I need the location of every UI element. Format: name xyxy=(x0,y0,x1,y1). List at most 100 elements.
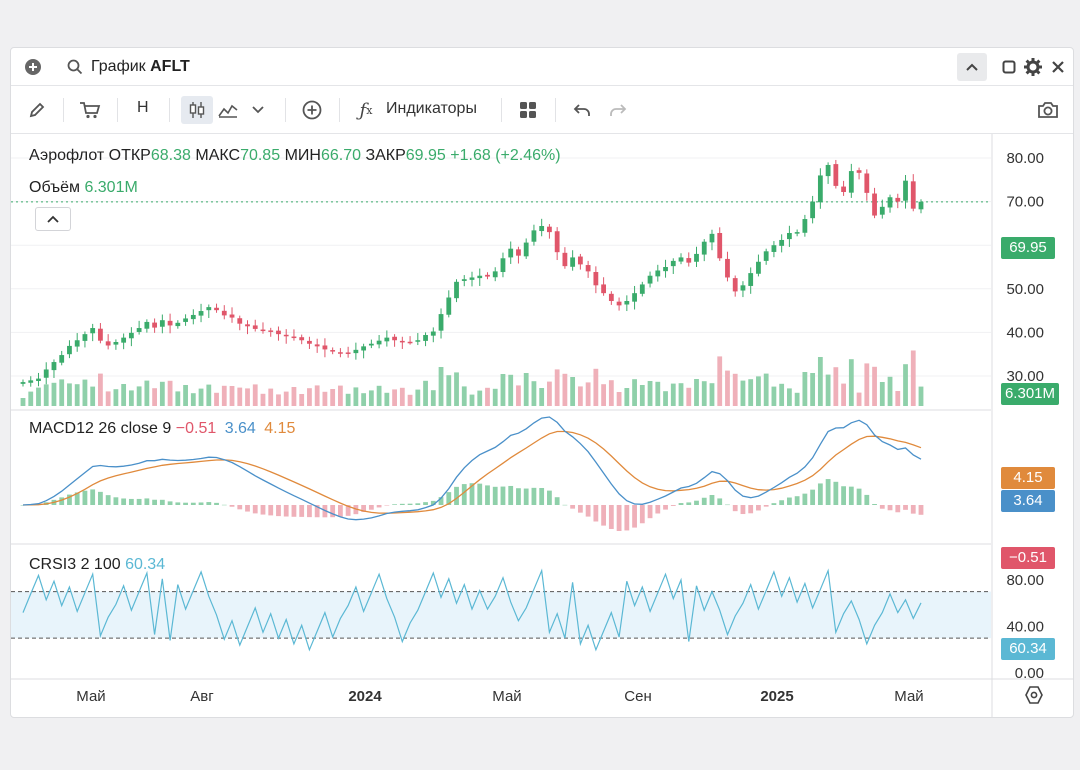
candle-body xyxy=(601,284,607,294)
candle-body xyxy=(848,171,854,193)
macd-histogram-bar xyxy=(740,505,746,515)
candle-body xyxy=(678,257,684,262)
chart-canvas[interactable]: 80.0070.0060.0050.0040.0030.000.0080.004… xyxy=(11,134,1074,718)
volume-bar xyxy=(763,373,769,406)
add-circle-icon[interactable] xyxy=(23,57,43,77)
window-title[interactable]: График AFLT xyxy=(91,58,190,76)
candle-body xyxy=(694,253,699,262)
camera-icon[interactable] xyxy=(1035,98,1061,122)
macd-value-tag: 3.64 xyxy=(1001,490,1055,512)
macd-histogram-bar xyxy=(376,505,382,508)
price-last-tag: 69.95 xyxy=(1001,237,1055,259)
candle-body xyxy=(485,274,490,277)
volume-bar xyxy=(500,374,506,406)
time-axis-label: Сен xyxy=(624,688,651,705)
macd-histogram-bar xyxy=(848,486,854,505)
crsi-band xyxy=(11,591,991,639)
candle-body xyxy=(523,242,529,257)
volume-bar xyxy=(655,381,661,406)
high-value: 70.85 xyxy=(240,147,281,164)
chart-area[interactable]: 80.0070.0060.0050.0040.0030.000.0080.004… xyxy=(11,134,1074,718)
volume-bar xyxy=(848,359,854,406)
cart-icon[interactable] xyxy=(77,99,103,121)
macd-histogram-bar xyxy=(90,489,96,505)
macd-histogram-bar xyxy=(756,505,761,511)
volume-bar xyxy=(554,369,560,406)
volume-bar xyxy=(577,386,583,406)
candle-body xyxy=(717,232,723,259)
volume-bar xyxy=(276,394,281,406)
undo-icon[interactable] xyxy=(571,99,593,121)
macd-histogram-bar xyxy=(190,502,196,505)
gear-icon[interactable] xyxy=(1023,57,1043,77)
volume-bar xyxy=(771,386,777,406)
volume-bar xyxy=(152,388,158,406)
candle-body xyxy=(469,277,475,280)
macd-histogram-bar xyxy=(198,502,204,505)
crsi-tick-label: 0.00 xyxy=(1015,665,1044,682)
maximize-icon[interactable] xyxy=(999,57,1019,77)
pencil-icon[interactable] xyxy=(25,99,49,121)
candle-body xyxy=(879,206,885,215)
title-ticker: AFLT xyxy=(150,58,190,75)
volume-bar xyxy=(570,377,576,406)
macd-histogram-bar xyxy=(717,498,723,505)
candle-body xyxy=(492,271,498,278)
volume-bar xyxy=(415,389,421,406)
candle-body xyxy=(144,321,150,329)
candle-body xyxy=(237,318,243,324)
volume-bar xyxy=(198,388,204,406)
candle-body xyxy=(670,260,676,267)
indicators-button[interactable]: Индикаторы xyxy=(386,100,477,117)
candle-body xyxy=(547,226,552,233)
candle-body xyxy=(748,273,754,286)
volume-bar xyxy=(229,386,235,406)
candle-body xyxy=(725,258,730,278)
macd-histogram-bar xyxy=(856,488,862,505)
candle-body xyxy=(330,350,336,352)
add-indicator-icon[interactable] xyxy=(300,98,324,122)
close-icon[interactable] xyxy=(1048,57,1068,77)
volume-bar xyxy=(82,379,88,406)
volume-bar xyxy=(779,383,785,406)
macd-histogram-bar xyxy=(291,505,297,517)
settings-hexagon-icon[interactable] xyxy=(1021,683,1047,707)
candle-body xyxy=(756,261,761,274)
candle-body xyxy=(345,352,351,354)
macd-histogram-bar xyxy=(105,495,111,505)
volume-last-tag: 6.301M xyxy=(1001,383,1059,405)
volume-bar xyxy=(59,379,65,406)
volume-bar xyxy=(206,384,212,406)
candle-body xyxy=(616,301,622,306)
volume-bar xyxy=(368,390,374,406)
macd-histogram-bar xyxy=(639,505,645,524)
search-icon[interactable] xyxy=(65,57,85,77)
macd-histogram-bar xyxy=(632,505,637,528)
time-axis-label: Май xyxy=(76,688,105,705)
collapse-legend-button[interactable] xyxy=(35,207,71,231)
candle-body xyxy=(887,197,893,208)
macd-histogram-bar xyxy=(430,500,436,505)
area-chart-icon[interactable] xyxy=(217,99,239,121)
chevron-down-icon[interactable] xyxy=(249,99,267,121)
macd-histogram-bar xyxy=(345,505,351,516)
collapse-button[interactable] xyxy=(957,53,987,81)
layout-grid-icon[interactable] xyxy=(517,99,539,121)
macd-histogram-bar xyxy=(121,498,127,505)
candle-body xyxy=(36,378,41,382)
volume-bar xyxy=(190,393,196,406)
macd-histogram-bar xyxy=(841,486,846,505)
volume-bar xyxy=(423,380,428,406)
candle-body xyxy=(51,362,57,371)
candle-body xyxy=(260,329,266,332)
macd-signal-tag: 4.15 xyxy=(1001,467,1055,489)
macd-histogram-bar xyxy=(74,492,80,505)
timeframe-button[interactable]: H xyxy=(137,99,149,116)
macd-histogram-bar xyxy=(399,503,405,505)
macd-histogram-bar xyxy=(260,505,266,515)
macd-histogram-bar xyxy=(539,487,545,505)
toolbar-separator xyxy=(285,98,286,122)
redo-icon[interactable] xyxy=(607,99,629,121)
candlestick-icon[interactable] xyxy=(181,96,213,124)
high-label: МАКС xyxy=(195,147,241,164)
